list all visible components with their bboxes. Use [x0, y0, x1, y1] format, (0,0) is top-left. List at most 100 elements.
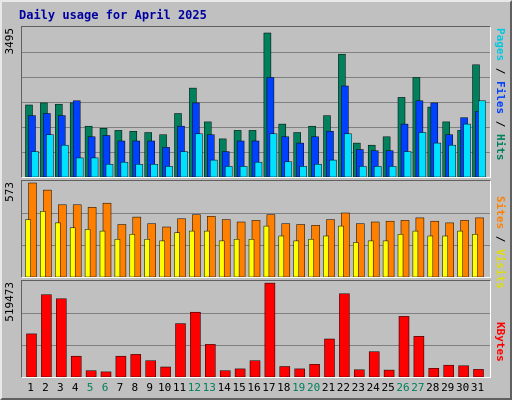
kbytes-bar [398, 316, 410, 377]
x-tick-label: 22 [336, 381, 351, 394]
visits-bar [412, 230, 419, 277]
pages-bar [180, 151, 188, 177]
x-tick-label: 10 [157, 381, 172, 394]
x-tick-label: 14 [217, 381, 231, 394]
kbytes-bar [368, 351, 380, 377]
x-tick-label: 24 [366, 381, 380, 394]
x-tick-label: 7 [116, 381, 124, 394]
kbytes-bar [130, 354, 142, 377]
kbytes-y-max-label: 519473 [3, 282, 16, 322]
pages-bar [433, 142, 442, 177]
pages-bar [210, 159, 218, 177]
x-tick-label: 28 [426, 381, 440, 394]
x-tick-label: 26 [396, 381, 410, 394]
kbytes-bar [309, 364, 320, 377]
kbytes-bar [354, 369, 365, 377]
x-tick-label: 2 [42, 381, 49, 394]
kbytes-bar [56, 298, 67, 377]
kbytes-bar [249, 360, 261, 377]
files-bar [132, 140, 141, 177]
pages-bar [448, 144, 456, 177]
x-tick-label: 5 [86, 381, 94, 394]
kbytes-bar [190, 311, 201, 377]
kbytes-bar [413, 336, 425, 377]
kbytes-bar [428, 368, 440, 377]
chart-title: Daily usage for April 2025 [19, 8, 207, 22]
pages-bar [31, 151, 39, 177]
kbytes-bar [219, 370, 231, 377]
legend-pages-files-hits: Pages / Files / Hits [494, 28, 507, 161]
pages-bar [224, 166, 233, 177]
visits-bar [84, 229, 91, 277]
x-tick-label: 31 [470, 381, 485, 394]
visits-bar [308, 239, 314, 277]
visits-bar [457, 230, 463, 277]
x-tick-label: 18 [277, 381, 291, 394]
files-bar [102, 135, 111, 177]
files-bar [326, 131, 334, 177]
pages-bar [46, 134, 54, 177]
pages-bar [344, 133, 352, 177]
kbytes-bar [473, 369, 484, 377]
pages-bar [254, 161, 263, 177]
pages-bar [90, 157, 99, 177]
visits-bar [472, 234, 478, 277]
x-tick-label: 30 [455, 381, 470, 394]
files-bar [72, 100, 81, 177]
kbytes-bar [205, 344, 216, 377]
kbytes-bar [339, 293, 350, 377]
visits-bar [40, 211, 46, 277]
files-bar [281, 136, 290, 177]
x-tick-label: 8 [131, 381, 139, 394]
visits-bar [159, 240, 165, 277]
files-bar [162, 147, 170, 177]
visits-bar [397, 234, 404, 277]
legend-hits: Hits [494, 134, 507, 161]
x-tick-label: 29 [441, 381, 455, 394]
pages-bar [165, 166, 173, 177]
kbytes-bar [160, 366, 171, 377]
hits-files-pages-panel [21, 26, 491, 178]
visits-bar [114, 239, 121, 277]
pages-bar [105, 164, 114, 177]
x-tick-label: 1 [27, 381, 34, 394]
kbytes-bar [443, 364, 454, 377]
pages-bar [195, 133, 203, 177]
visits-bar [278, 235, 285, 277]
files-bar [117, 140, 126, 177]
kbytes-bar [100, 371, 112, 377]
x-tick-label: 13 [202, 381, 216, 394]
legend-kbytes: KBytes [494, 322, 507, 362]
kbytes-bar [279, 366, 291, 377]
visits-bar [174, 232, 180, 277]
pages-bar [403, 151, 412, 177]
files-bar [400, 123, 409, 177]
pages-bar [239, 166, 248, 177]
pages-bar [314, 164, 322, 177]
pages-bar [61, 144, 69, 177]
sites-visits-panel [21, 180, 491, 278]
kbytes-bar [70, 355, 82, 377]
files-bar [28, 115, 36, 177]
visits-bar [248, 239, 255, 277]
kbytes-bar [145, 360, 156, 377]
pages-bar [269, 133, 278, 177]
visits-bar [442, 235, 448, 277]
files-bar [147, 140, 155, 177]
kbytes-bar [324, 338, 335, 377]
files-bar [430, 102, 439, 177]
pages-bar [373, 166, 382, 177]
hits-files-pages-chart [22, 32, 490, 177]
x-tick-label: 21 [321, 381, 336, 394]
x-tick-label: 16 [247, 381, 261, 394]
legend-files: Files [494, 81, 507, 115]
kbytes-bar [85, 370, 97, 377]
legend-sites: Sites [494, 196, 507, 230]
files-bar [251, 140, 260, 177]
pages-bar [329, 159, 337, 177]
pages-bar [299, 166, 307, 177]
visits-bar [367, 240, 374, 277]
legend-separator: / [494, 114, 507, 134]
pages-bar [359, 166, 367, 177]
visits-bar [204, 230, 210, 277]
